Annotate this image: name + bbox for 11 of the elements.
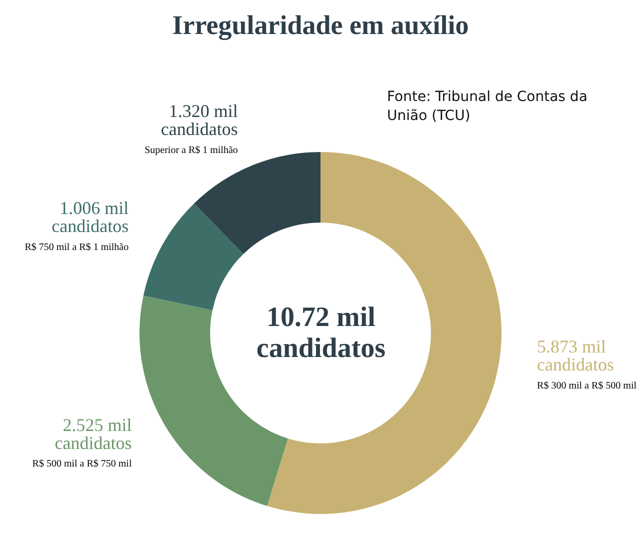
source-note: Fonte: Tribunal de Contas da União (TCU) [387, 88, 588, 126]
slice-label: R$ 300 mil a R$ 500 mil [537, 380, 637, 392]
slice-label: R$ 750 mil a R$ 1 milhão [24, 242, 129, 254]
data-label: 1.006 mil candidatos [52, 198, 129, 236]
data-label: 1.320 mil candidatos [160, 100, 238, 139]
data-label: 2.525 mil candidatos [54, 414, 132, 453]
data-label: 5.873 mil candidatos [537, 336, 614, 374]
text: 10.72 mil candidatos [255, 302, 387, 364]
chart-title: Irregularidade em auxílio [171, 10, 470, 41]
slice-label: Superior a R$ 1 milhão [144, 144, 238, 156]
slice-label: R$ 500 mil a R$ 750 mil [32, 458, 132, 470]
